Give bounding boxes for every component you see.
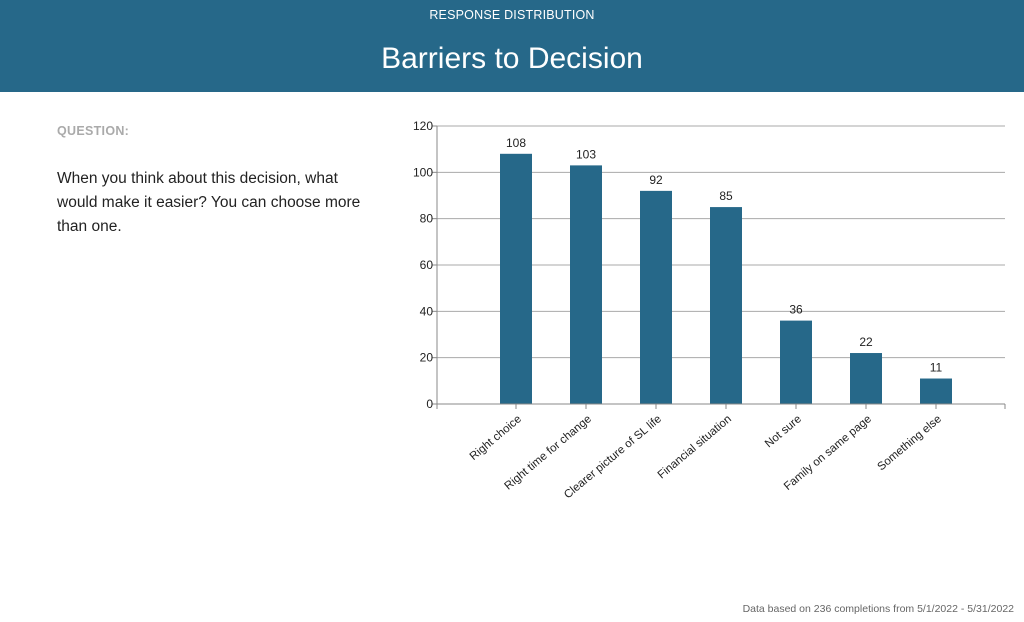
bar — [920, 378, 952, 404]
header-subtitle: RESPONSE DISTRIBUTION — [429, 8, 595, 22]
bar — [710, 207, 742, 404]
y-tick-label: 20 — [420, 351, 434, 365]
bar — [850, 353, 882, 404]
data-label: 11 — [930, 361, 943, 375]
bar — [780, 320, 812, 404]
y-tick-label: 0 — [426, 397, 433, 411]
data-label: 108 — [506, 136, 526, 150]
page-title: Barriers to Decision — [381, 42, 643, 75]
header-banner: RESPONSE DISTRIBUTION Barriers to Decisi… — [0, 0, 1024, 92]
question-text: When you think about this decision, what… — [57, 170, 361, 235]
y-tick-label: 100 — [413, 165, 433, 179]
y-tick-label: 60 — [420, 258, 434, 272]
data-label: 85 — [719, 189, 733, 203]
x-tick-label: Right choice — [468, 413, 524, 463]
data-label: 22 — [859, 335, 873, 349]
question-label: QUESTION: — [57, 124, 130, 138]
x-tick-label: Something else — [875, 413, 943, 473]
data-label: 92 — [649, 173, 663, 187]
x-tick-label: Financial situation — [656, 413, 734, 481]
y-tick-label: 80 — [420, 212, 434, 226]
bar — [570, 165, 602, 404]
bar — [640, 190, 672, 404]
x-tick-label: Not sure — [763, 413, 804, 450]
data-label: 103 — [576, 147, 596, 161]
y-tick-label: 120 — [413, 119, 433, 133]
footer-note: Data based on 236 completions from 5/1/2… — [742, 603, 1014, 615]
y-tick-label: 40 — [420, 304, 434, 318]
bar — [500, 153, 532, 404]
data-label: 36 — [789, 303, 803, 317]
